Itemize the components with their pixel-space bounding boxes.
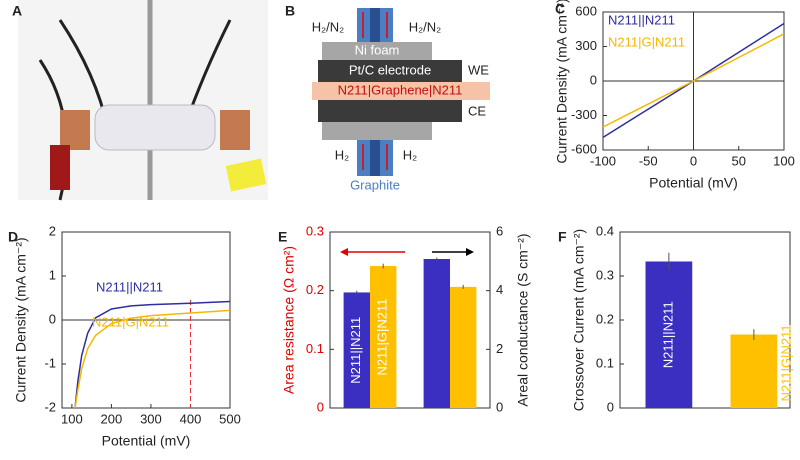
y-axis-label: Current Density (mA cm⁻²): [554, 0, 570, 164]
y-tick-label: 1: [49, 267, 56, 282]
y-tick-label: 0.1: [596, 355, 614, 370]
plot-frame: [329, 231, 491, 409]
y-tick-label: 0.1: [306, 341, 324, 356]
y2-tick-label: 4: [496, 282, 503, 297]
bar-label: N211||N211: [660, 301, 675, 368]
inlet-label: H₂/N₂: [312, 19, 344, 34]
series-line: [74, 309, 231, 409]
y2-tick-label: 0: [496, 399, 503, 414]
y-tick-label: 0: [607, 399, 614, 414]
x-axis-label: Potential (mV): [102, 433, 191, 449]
legend-label: N211|G|N211: [92, 314, 169, 329]
y-tick-label: -600: [571, 141, 597, 156]
photo: [18, 0, 268, 201]
y-tick-label: -1: [44, 355, 56, 370]
y-tick-label: -2: [44, 399, 56, 414]
bar: [645, 261, 693, 408]
y-tick-label: 0.3: [306, 223, 324, 238]
x-tick-label: 100: [61, 411, 83, 426]
panel-label: D: [8, 229, 18, 245]
bar: [730, 334, 778, 408]
y-tick-label: 300: [575, 38, 597, 53]
y-tick-label: 0: [590, 72, 597, 87]
x-tick-label: 400: [180, 411, 202, 426]
layer-label: Graphite: [350, 177, 400, 192]
y-tick-label: 0.2: [306, 282, 324, 297]
layer-label: Ni foam: [355, 42, 400, 57]
series-line: [602, 33, 785, 128]
x-axis-label: Potential (mV): [649, 175, 738, 191]
y2-tick-label: 2: [496, 341, 503, 356]
direction-arrows: [340, 248, 474, 256]
y2-tick-label: 6: [496, 223, 503, 238]
layer-label: N211|Graphene|N211: [338, 82, 463, 97]
x-tick-label: 200: [101, 411, 123, 426]
panel-label: A: [12, 3, 22, 19]
series-line: [74, 300, 231, 409]
panel-label: B: [285, 3, 295, 19]
x-tick-label: 500: [219, 411, 241, 426]
panel-label: F: [558, 229, 567, 245]
side-label: CE: [468, 103, 486, 118]
x-tick-label: 0: [690, 153, 697, 168]
panel-label: E: [278, 229, 287, 245]
outlet-label: H₂: [335, 147, 349, 162]
y-axis-label: Area resistance (Ω cm²): [281, 246, 297, 394]
y2-axis-label: Areal conductance (S cm⁻²): [515, 233, 531, 406]
y-axis-label: Current Density (mA cm⁻²): [13, 237, 29, 402]
x-tick-label: -100: [590, 153, 616, 168]
cell-diagram: [312, 8, 490, 176]
y-tick-label: 600: [575, 3, 597, 18]
layer-label: Pt/C electrode: [349, 62, 431, 77]
bar: [423, 258, 450, 408]
y-tick-label: 0: [49, 311, 56, 326]
outlet-label: H₂: [403, 147, 417, 162]
y-tick-label: 0: [317, 399, 324, 414]
bar-label: N211|G|N211: [375, 298, 390, 375]
bar: [370, 266, 397, 408]
panel-label: C: [555, 1, 565, 17]
bar: [343, 292, 370, 408]
y-tick-label: 0.2: [596, 311, 614, 326]
bar-label: N211||N211: [348, 317, 363, 384]
side-label: WE: [468, 62, 489, 77]
x-tick-label: 50: [732, 153, 746, 168]
legend-label: N211||N211: [608, 12, 675, 27]
inlet-label: H₂/N₂: [409, 19, 441, 34]
legend-label: N211||N211: [96, 279, 163, 294]
x-tick-label: 300: [140, 411, 162, 426]
y-axis-label: Crossover Current (mA cm⁻²): [571, 229, 587, 411]
x-tick-label: 100: [773, 153, 795, 168]
y-tick-label: 0.3: [596, 267, 614, 282]
bar: [450, 286, 477, 408]
legend-label: N211|G|N211: [608, 34, 685, 49]
y-tick-label: 0.4: [596, 223, 614, 238]
y-tick-label: -300: [571, 107, 597, 122]
y-tick-label: 2: [49, 223, 56, 238]
bar-label: N211|G|N211: [779, 324, 794, 401]
x-tick-label: -50: [639, 153, 658, 168]
